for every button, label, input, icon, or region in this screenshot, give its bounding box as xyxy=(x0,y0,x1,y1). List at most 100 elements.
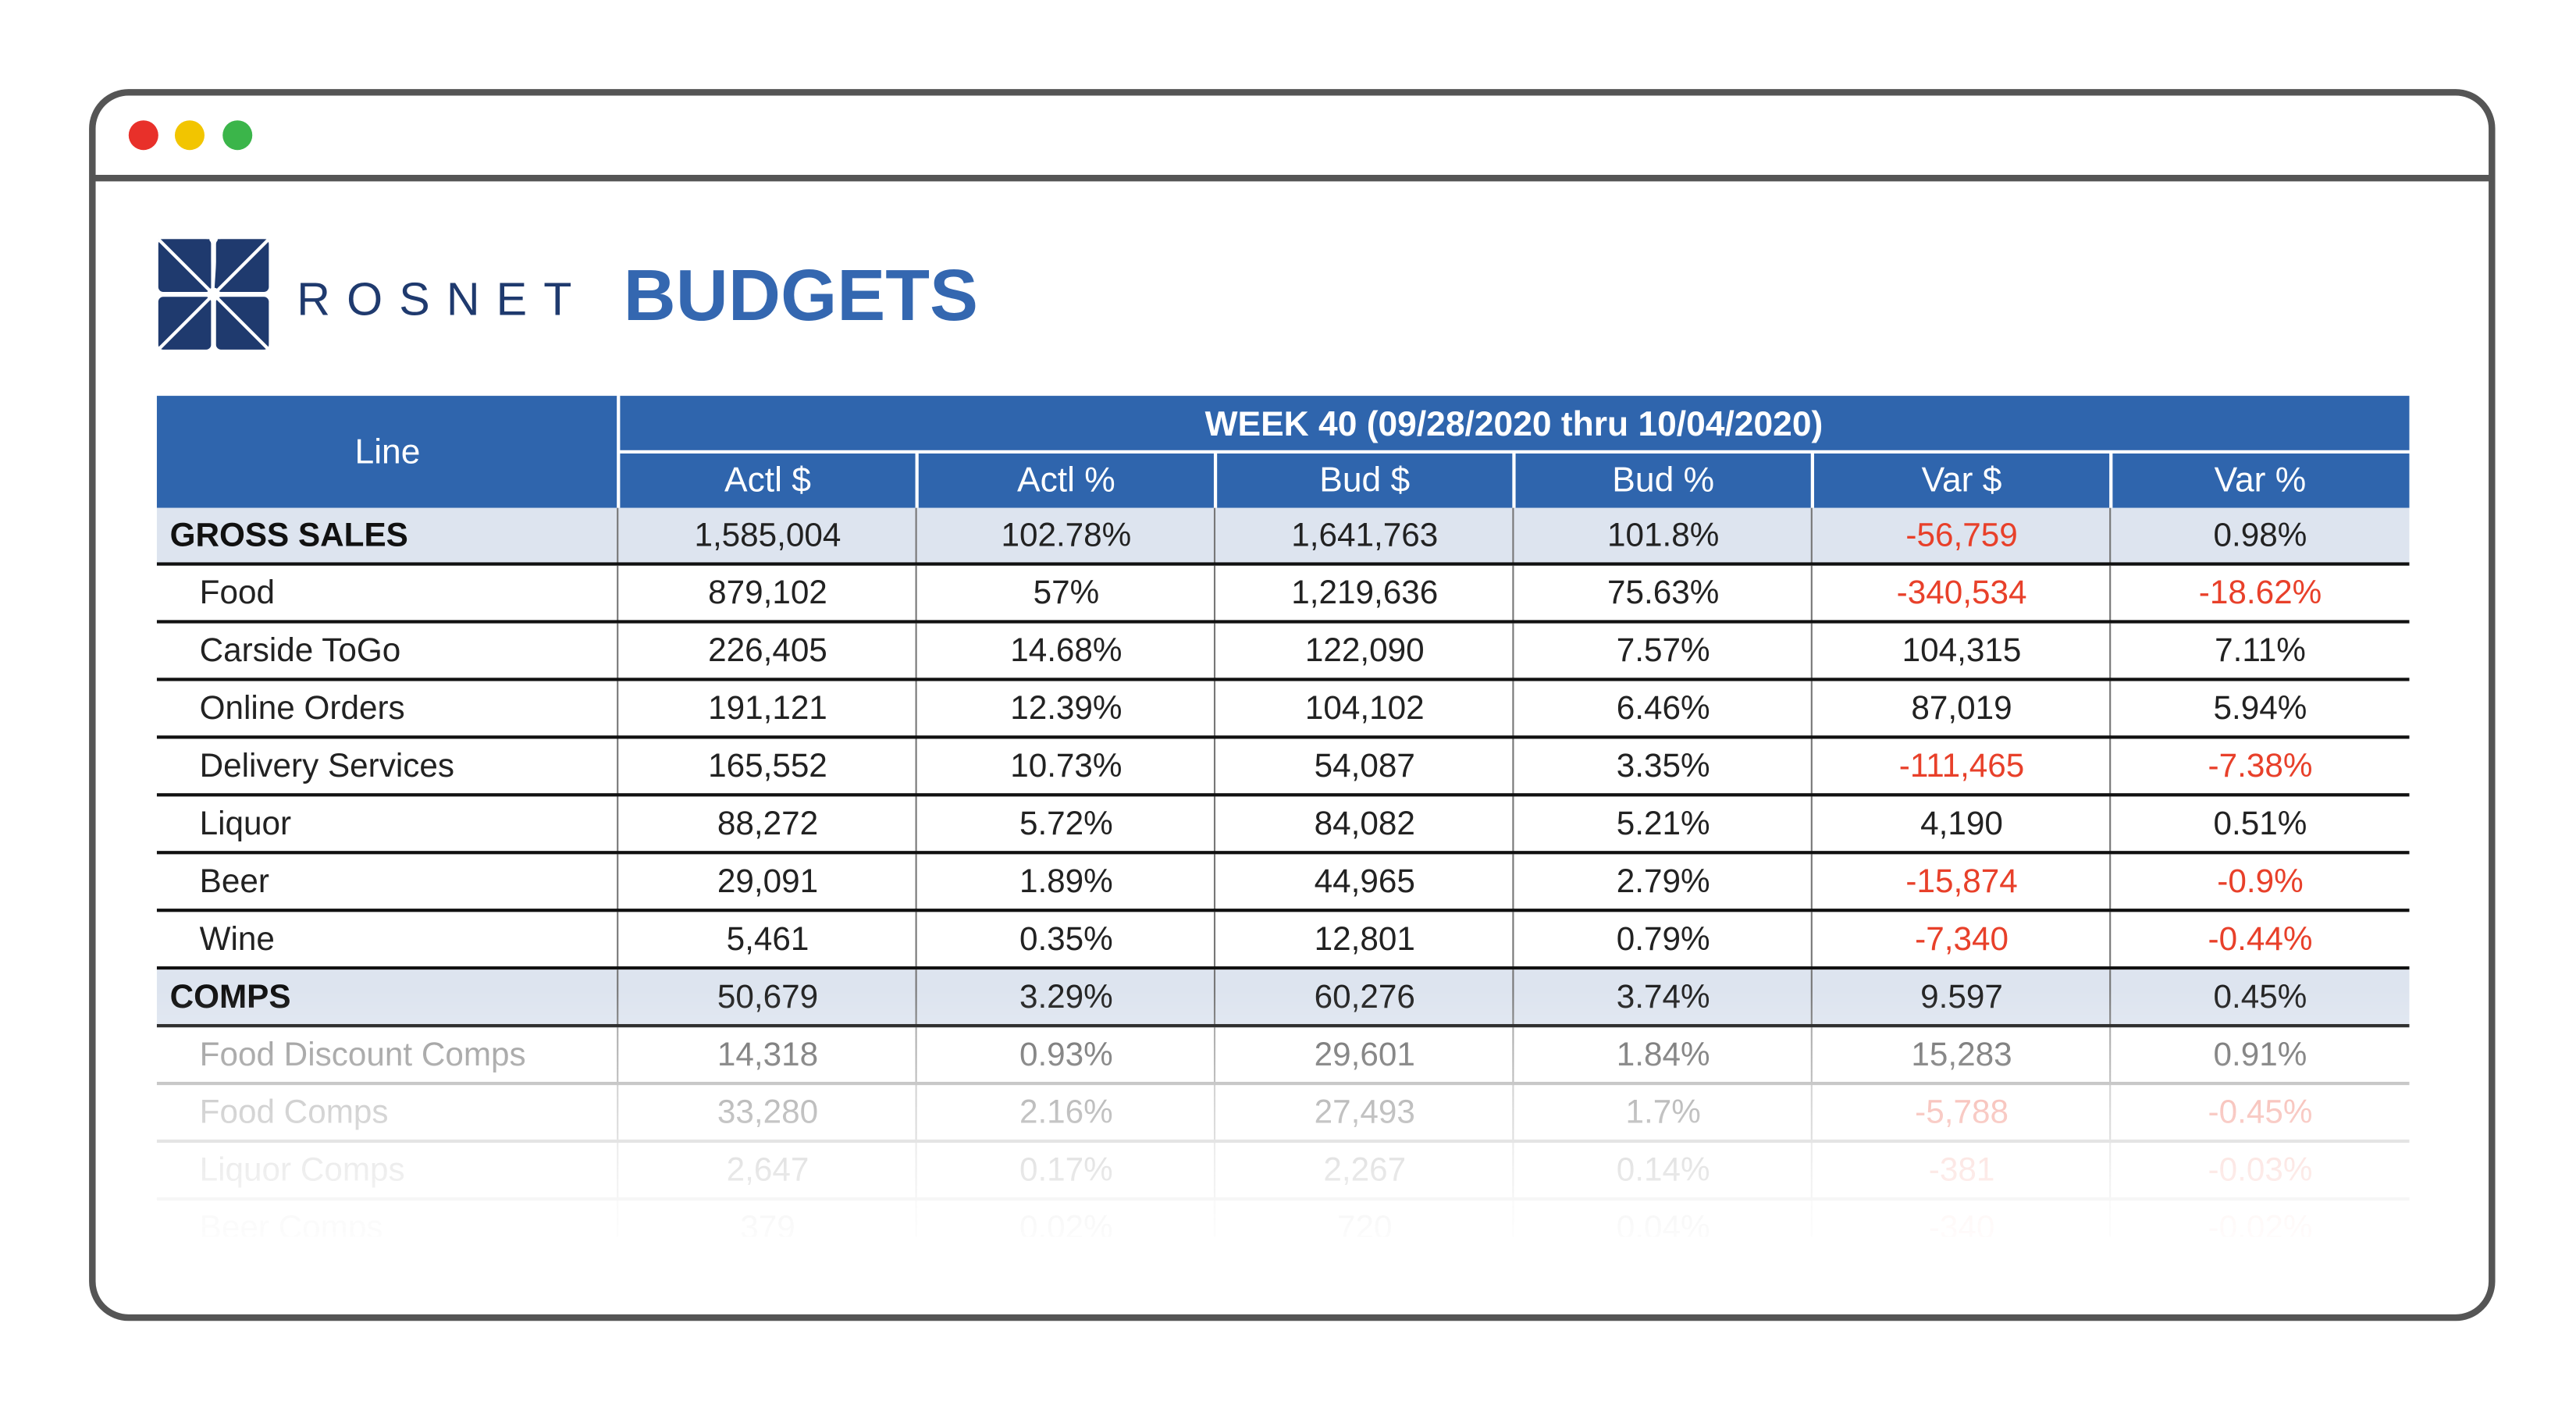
header-line xyxy=(618,450,2410,454)
cell: 57% xyxy=(1033,575,1100,612)
table-row: Online Orders 191,121 12.39% 104,102 6.46% 87… xyxy=(156,681,2410,739)
row-label: Carside ToGo xyxy=(199,633,401,670)
column-divider xyxy=(915,565,917,624)
column-divider xyxy=(1213,854,1216,912)
cell: -18.62% xyxy=(2198,575,2322,612)
cell: 720 xyxy=(1337,1210,1393,1237)
table-row: Food 879,102 57% 1,219,636 75.63% -340,534 -18… xyxy=(156,565,2410,624)
column-divider xyxy=(1213,1085,1216,1144)
cell: 12.39% xyxy=(1010,691,1123,727)
cell: 0.79% xyxy=(1616,921,1710,959)
column-divider xyxy=(1512,796,1514,855)
cell: 87,019 xyxy=(1911,691,2012,727)
column-header: Var % xyxy=(2214,461,2307,500)
column-divider xyxy=(617,507,619,566)
cell: -0.03% xyxy=(2208,1152,2313,1190)
cell: 2.16% xyxy=(1019,1094,1113,1132)
column-divider xyxy=(1213,1143,1216,1201)
cell: 2.79% xyxy=(1616,864,1710,901)
cell: 2,267 xyxy=(1323,1152,1407,1190)
cell: -7.38% xyxy=(2208,749,2313,785)
cell: 5.72% xyxy=(1019,806,1113,843)
row-border xyxy=(156,678,2410,681)
column-divider xyxy=(915,912,917,970)
row-label: Liquor xyxy=(199,806,292,843)
cell: 7.57% xyxy=(1616,633,1710,670)
cell: -5,788 xyxy=(1915,1094,2008,1132)
cell: 5,461 xyxy=(726,921,809,959)
cell: 9.597 xyxy=(1920,979,2003,1016)
column-divider xyxy=(617,565,619,624)
table-row: Delivery Services 165,552 10.73% 54,087 3.35… xyxy=(156,738,2410,797)
column-divider xyxy=(1213,738,1216,797)
row-border xyxy=(156,909,2410,912)
cell: 10.73% xyxy=(1010,749,1123,785)
column-divider xyxy=(2109,681,2112,739)
cell: -0.45% xyxy=(2208,1094,2313,1132)
column-divider xyxy=(1512,1085,1514,1144)
table-row: Carside ToGo 226,405 14.68% 122,090 7.57% 104… xyxy=(156,623,2410,681)
header-divider xyxy=(915,453,919,508)
cell: 104,102 xyxy=(1304,691,1425,727)
row-border xyxy=(156,793,2410,797)
cell: 5.21% xyxy=(1616,806,1710,843)
column-divider xyxy=(1810,681,1813,739)
column-divider xyxy=(1213,1027,1216,1086)
column-divider xyxy=(915,1027,917,1086)
cell: -0.9% xyxy=(2217,864,2304,901)
column-divider xyxy=(617,796,619,855)
column-divider xyxy=(1810,1027,1813,1086)
column-divider xyxy=(1213,507,1216,566)
budget-table: WEEK 40 (09/28/2020 thru 10/04/2020) Line… xyxy=(156,396,2410,1237)
column-divider xyxy=(617,854,619,912)
cell: 3.74% xyxy=(1616,979,1710,1016)
column-divider xyxy=(2109,1085,2112,1144)
row-label: Food Comps xyxy=(199,1094,389,1132)
column-divider xyxy=(1512,738,1514,797)
logo-icon xyxy=(157,237,270,351)
column-divider xyxy=(1213,912,1216,970)
cell: 1,641,763 xyxy=(1291,518,1439,554)
row-label: Online Orders xyxy=(199,691,405,727)
column-header: Bud $ xyxy=(1319,461,1411,500)
column-divider xyxy=(617,969,619,1028)
cell: 191,121 xyxy=(708,691,827,727)
cell: 44,965 xyxy=(1314,864,1415,901)
row-label: Food Discount Comps xyxy=(199,1037,526,1074)
maximize-dot[interactable] xyxy=(222,120,253,151)
cell: 2,647 xyxy=(726,1152,809,1190)
column-divider xyxy=(915,1085,917,1144)
column-divider xyxy=(2109,623,2112,681)
cell: 879,102 xyxy=(708,575,827,612)
column-divider xyxy=(915,623,917,681)
cell: 1,585,004 xyxy=(694,518,841,554)
column-divider xyxy=(1512,507,1514,566)
cell: -381 xyxy=(1928,1152,1995,1190)
cell: 7.11% xyxy=(2215,633,2306,670)
cell: 0.02% xyxy=(1019,1210,1113,1237)
column-divider xyxy=(1810,507,1813,566)
cell: 84,082 xyxy=(1314,806,1415,843)
column-header: Bud % xyxy=(1612,461,1715,500)
brand-name: ROSNET xyxy=(297,273,588,325)
row-border xyxy=(156,1081,2410,1086)
header-divider xyxy=(617,396,621,508)
table-row: Beer Comps 379 0.02% 720 0.04% -340 -0.02% xyxy=(157,1200,2410,1237)
column-divider xyxy=(617,1085,619,1144)
cell: 0.93% xyxy=(1019,1037,1113,1074)
column-divider xyxy=(915,507,917,566)
column-divider xyxy=(617,738,619,797)
cell: -15,874 xyxy=(1905,864,2018,901)
column-divider xyxy=(1810,1200,1813,1237)
column-divider xyxy=(2109,507,2112,566)
column-divider xyxy=(1213,969,1216,1028)
cell: 88,272 xyxy=(717,806,819,843)
cell: 1,219,636 xyxy=(1291,575,1439,612)
header-divider xyxy=(1512,453,1516,508)
table-row: Wine 5,461 0.35% 12,801 0.79% -7,340 -0.44% xyxy=(156,912,2410,970)
column-divider xyxy=(1810,1143,1813,1201)
cell: -0.02% xyxy=(2208,1210,2313,1237)
close-dot[interactable] xyxy=(128,120,158,151)
minimize-dot[interactable] xyxy=(174,120,205,151)
column-divider xyxy=(915,796,917,855)
